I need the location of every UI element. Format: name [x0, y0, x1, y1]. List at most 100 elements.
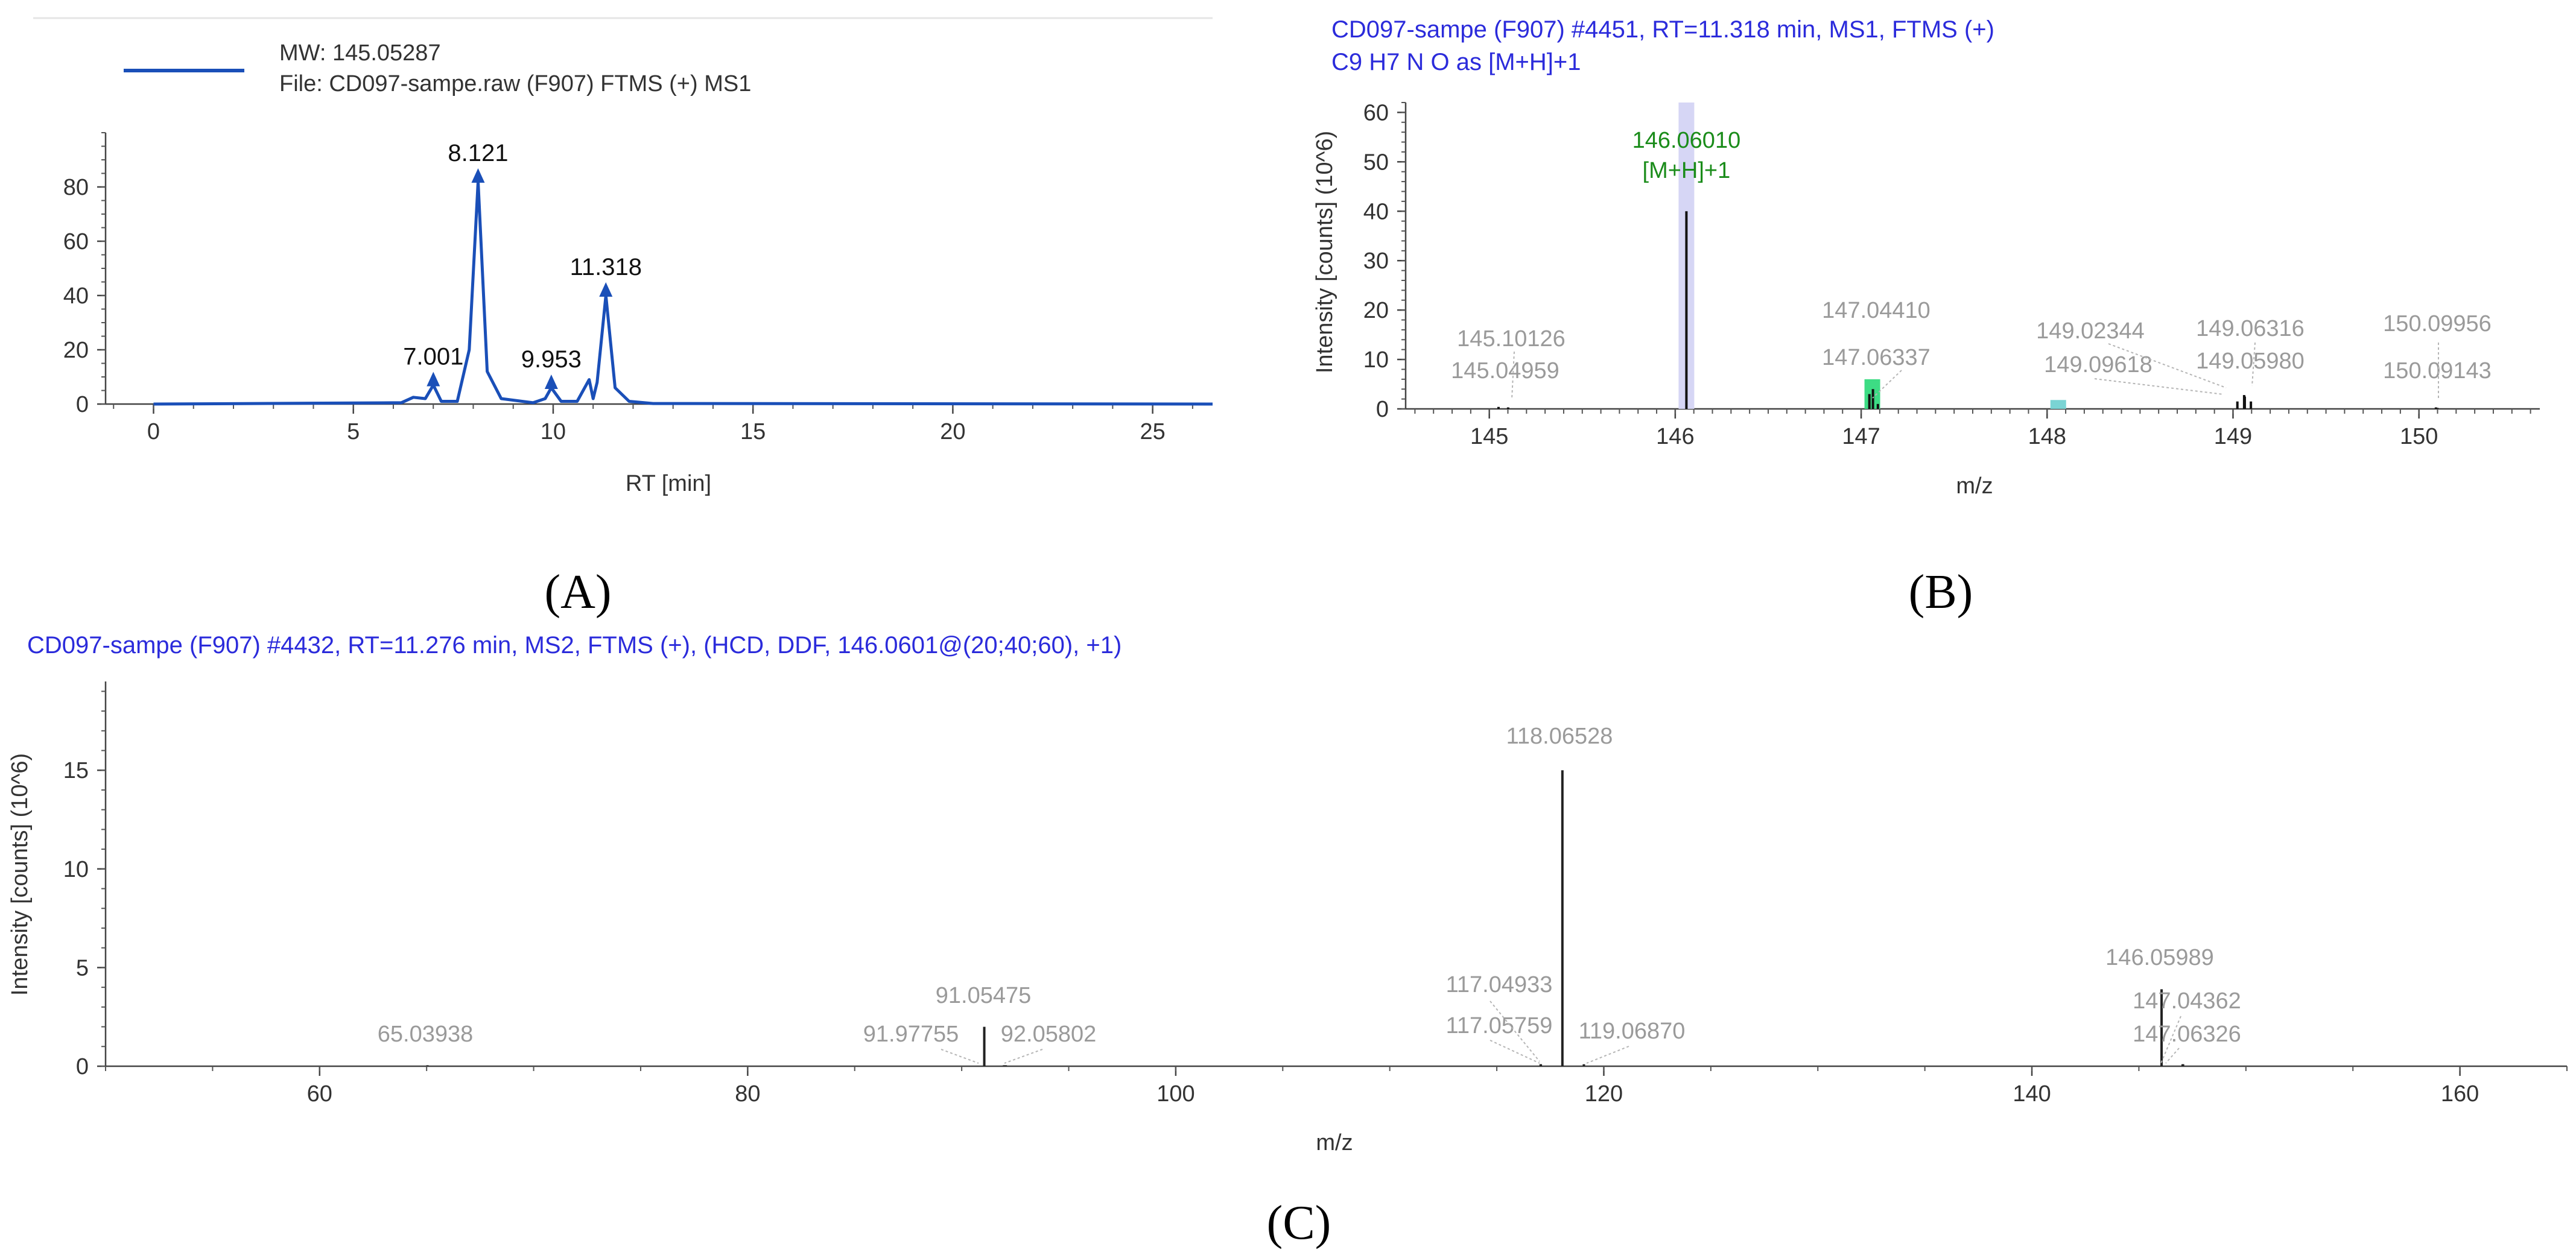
peak-marker [599, 282, 613, 297]
peak-marker [471, 168, 485, 183]
panel-c-ylabel: Intensity [counts] (10^6) [7, 753, 33, 996]
panel-b-xlabel: m/z [1956, 473, 1993, 499]
peak-label: 9.953 [521, 346, 582, 373]
ms1-peak-label: 147.04410 [1822, 298, 1930, 323]
ms1-leader-line [1872, 370, 1902, 399]
ms2-x-tick-label: 60 [307, 1081, 332, 1107]
ms2-leader-line [1489, 1040, 1540, 1064]
ms2-x-tick-label: 100 [1156, 1081, 1194, 1107]
ms1-peak-label: 145.04959 [1451, 358, 1559, 384]
panel-a: MW: 145.05287 File: CD097-sampe.raw (F90… [33, 17, 1213, 619]
ms1-peak-label: 150.09956 [2383, 311, 2492, 337]
ms2-peak-label: 146.05989 [2105, 945, 2214, 970]
ms1-y-tick-label: 30 [1363, 248, 1389, 274]
chromatogram-y-tick-label: 80 [63, 175, 89, 200]
peak-marker [427, 371, 440, 387]
ms1-peak-label: 145.10126 [1457, 326, 1566, 352]
ms2-peak-label: 117.05759 [1446, 1013, 1553, 1038]
ms1-peak-label: 149.02344 [2036, 318, 2145, 344]
ms1-marks: 146.06010 [M+H]+1 145.10126 145.04959 147.04… [1451, 103, 2492, 409]
panel-b: CD097-sampe (F907) #4451, RT=11.318 min,… [1312, 16, 2540, 619]
ms1-peak-label: 149.05980 [2196, 349, 2305, 374]
ms2-leader-line [2160, 1016, 2181, 1064]
ms1-peak-label: 150.09143 [2383, 358, 2492, 384]
chromatogram-y-tick-label: 40 [63, 283, 89, 309]
ms2-x-tick-label: 160 [2441, 1081, 2479, 1107]
chromatogram-x-tick-label: 25 [1140, 419, 1165, 444]
ms1-x-tick-label: 147 [1842, 424, 1880, 449]
chromatogram-y-tick-label: 0 [76, 392, 89, 417]
panel-b-ylabel: Intensity [counts] (10^6) [1312, 131, 1337, 373]
ms1-peak-label: 147.06337 [1822, 345, 1930, 370]
ms1-x-tick-label: 149 [2214, 424, 2252, 449]
ms2-peak-label: 91.97755 [863, 1022, 959, 1047]
chromatogram-x-tick-label: 5 [347, 419, 360, 444]
ms1-axes: 145 146 147 148 149 150 0 10 20 30 40 50 60 [1363, 100, 2540, 449]
ms1-peak-label: 149.06316 [2196, 316, 2305, 341]
ms2-x-tick-label: 140 [2013, 1081, 2051, 1107]
ms1-x-tick-label: 150 [2400, 424, 2438, 449]
ms2-y-tick-label: 5 [76, 955, 89, 981]
chromatogram-x-tick-label: 10 [541, 419, 566, 444]
ms2-peak-label: 118.06528 [1506, 724, 1613, 749]
ms1-y-tick-label: 10 [1363, 347, 1389, 373]
ms2-axes: 60 80 100 120 140 160 0 5 10 15 [63, 681, 2568, 1107]
panel-b-label: (B) [1909, 566, 1973, 619]
ms1-y-tick-label: 0 [1376, 397, 1389, 422]
peak-marker [544, 375, 558, 389]
peak-label: 8.121 [448, 140, 508, 166]
ms2-leader-line [1489, 1000, 1540, 1062]
ms2-peak-label: 147.06326 [2133, 1022, 2241, 1047]
ms2-leader-line [1004, 1049, 1043, 1064]
ms1-leader-line [1511, 351, 1515, 400]
panel-c-xlabel: m/z [1316, 1130, 1353, 1155]
ms2-x-tick-label: 120 [1585, 1081, 1623, 1107]
ms1-y-tick-label: 40 [1363, 199, 1389, 224]
ms2-leader-line [1586, 1046, 1629, 1064]
ms2-y-tick-label: 10 [63, 857, 89, 882]
legend-mw: MW: 145.05287 [279, 40, 441, 66]
ms2-y-tick-label: 15 [63, 758, 89, 783]
ms2-peak-label: 91.05475 [936, 983, 1032, 1008]
chromatogram-x-tick-label: 20 [940, 419, 965, 444]
peak-label: 11.318 [570, 254, 642, 280]
ms1-x-tick-label: 146 [1656, 424, 1694, 449]
ms1-peak-label: 146.06010 [1632, 128, 1741, 153]
ms2-leader-line [2165, 1048, 2180, 1064]
ms1-peak-label: [M+H]+1 [1643, 158, 1731, 183]
legend-file: File: CD097-sampe.raw (F907) FTMS (+) MS… [279, 71, 751, 96]
panel-c: CD097-sampe (F907) #4432, RT=11.276 min,… [7, 632, 2568, 1250]
panel-a-xlabel: RT [min] [626, 471, 711, 496]
isotope-highlight [2050, 400, 2066, 409]
chromatogram-x-tick-label: 15 [740, 419, 766, 444]
ms2-leader-line [941, 1049, 979, 1064]
peak-label: 7.001 [403, 344, 463, 370]
ms2-peak-label: 65.03938 [378, 1022, 474, 1047]
chromatogram-axes: 0 5 10 15 20 25 0 20 40 60 80 [63, 132, 1213, 444]
ms2-marks: 65.03938 91.05475 91.97755 92.05802 117.0493… [378, 724, 2241, 1066]
ms2-peak-label: 92.05802 [1001, 1022, 1097, 1047]
chromatogram-y-tick-label: 60 [63, 229, 89, 254]
chromatogram-marks: 7.001 8.121 9.953 11.318 [153, 140, 1213, 406]
panel-a-label: (A) [544, 566, 611, 619]
ms2-y-tick-label: 0 [76, 1054, 89, 1079]
ms2-peak-label: 147.04362 [2133, 988, 2241, 1014]
ms1-y-tick-label: 50 [1363, 150, 1389, 175]
ms1-leader-line [2094, 378, 2224, 395]
ms2-x-tick-label: 80 [735, 1081, 760, 1107]
panel-c-header: CD097-sampe (F907) #4432, RT=11.276 min,… [27, 632, 1121, 659]
ms2-peak-label: 117.04933 [1446, 972, 1553, 997]
ms2-peak-label: 119.06870 [1579, 1019, 1686, 1044]
chromatogram-y-tick-label: 20 [63, 338, 89, 363]
chromatogram-x-tick-label: 0 [147, 419, 160, 444]
ms1-x-tick-label: 148 [2028, 424, 2066, 449]
panel-c-label: (C) [1267, 1196, 1331, 1250]
panel-b-header-1: CD097-sampe (F907) #4451, RT=11.318 min,… [1331, 16, 1994, 43]
ms1-leader-line [2108, 343, 2227, 388]
ms1-peak-label: 149.09618 [2044, 352, 2152, 378]
panel-b-header-2: C9 H7 N O as [M+H]+1 [1331, 49, 1581, 75]
ms1-y-tick-label: 20 [1363, 298, 1389, 323]
ms1-x-tick-label: 145 [1470, 424, 1508, 449]
ms1-y-tick-label: 60 [1363, 100, 1389, 125]
